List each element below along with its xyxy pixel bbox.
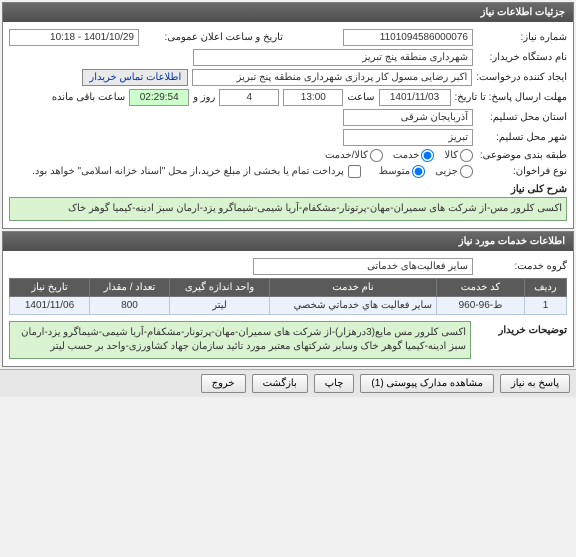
radio-medium[interactable]: متوسط [379, 165, 425, 178]
attachments-button[interactable]: مشاهده مدارک پیوستی (1) [360, 374, 494, 393]
city-label: شهر محل تسلیم: [477, 132, 567, 143]
need-details-panel: جزئیات اطلاعات نیاز شماره نیاز: 11010945… [2, 2, 574, 229]
reply-button[interactable]: پاسخ به نیاز [500, 374, 570, 393]
qty-radio-group: جزیی متوسط [379, 165, 473, 178]
deadline-date: 1401/11/03 [379, 89, 451, 106]
panel-body-info: شماره نیاز: 1101094586000076 تاریخ و ساع… [3, 22, 573, 228]
exit-button[interactable]: خروج [201, 374, 246, 393]
radio-medium-label: متوسط [379, 166, 410, 177]
table-row[interactable]: 1 ط-96-960 ساير فعاليت هاي خدماتي شخصي ل… [10, 297, 567, 315]
qty-type-label: نوع فراخوان: [477, 166, 567, 177]
category-radio-group: کالا خدمت کالا/خدمت [325, 149, 473, 162]
city-value: تبریز [343, 129, 473, 146]
announce-value: 1401/10/29 - 10:18 [9, 29, 139, 46]
buyer-value: شهرداری منطقه پنج تبریز [193, 49, 473, 66]
back-button[interactable]: بازگشت [252, 374, 308, 393]
radio-partial-label: جزیی [435, 166, 458, 177]
col-unit: واحد اندازه گیری [170, 279, 270, 297]
deadline-label: مهلت ارسال پاسخ: تا تاریخ: [455, 92, 567, 103]
cell-row: 1 [525, 297, 567, 315]
creator-label: ایجاد کننده درخواست: [476, 72, 567, 83]
announce-label: تاریخ و ساعت اعلان عمومی: [143, 32, 283, 43]
cell-code: ط-96-960 [437, 297, 525, 315]
radio-goods[interactable]: کالا [444, 149, 473, 162]
days-remaining: 4 [219, 89, 279, 106]
panel-header-services: اطلاعات خدمات مورد نیاز [3, 232, 573, 251]
radio-service[interactable]: خدمت [393, 149, 435, 162]
services-table: ردیف کد خدمت نام خدمت واحد اندازه گیری ت… [9, 278, 567, 315]
col-code: کد خدمت [437, 279, 525, 297]
cell-qty: 800 [90, 297, 170, 315]
category-label: طبقه بندی موضوعی: [477, 150, 567, 161]
panel-header-info: جزئیات اطلاعات نیاز [3, 3, 573, 22]
radio-service-label: خدمت [393, 150, 420, 161]
radio-partial[interactable]: جزیی [435, 165, 473, 178]
panel-body-services: گروه خدمت: سایر فعالیت‌های خدماتی ردیف ک… [3, 251, 573, 366]
cell-name: ساير فعاليت هاي خدماتي شخصي [270, 297, 437, 315]
payment-checkbox[interactable] [348, 165, 361, 178]
print-button[interactable]: چاپ [314, 374, 355, 393]
cell-date: 1401/11/06 [10, 297, 90, 315]
radio-gs-label: کالا/خدمت [325, 150, 368, 161]
province-label: استان محل تسلیم: [477, 112, 567, 123]
day-label: روز و [193, 92, 215, 103]
buyer-note-label: توضیحات خریدار [477, 321, 567, 336]
buyer-contact-button[interactable]: اطلاعات تماس خریدار [82, 69, 188, 86]
request-number-label: شماره نیاز: [477, 32, 567, 43]
buyer-label: نام دستگاه خریدار: [477, 52, 567, 63]
col-date: تاریخ نیاز [10, 279, 90, 297]
general-desc-box: اکسی کلرور مس-از شرکت های سمیران-مهان-پر… [9, 197, 567, 221]
col-row: ردیف [525, 279, 567, 297]
table-header-row: ردیف کد خدمت نام خدمت واحد اندازه گیری ت… [10, 279, 567, 297]
deadline-time: 13:00 [283, 89, 343, 106]
service-group-label: گروه خدمت: [477, 261, 567, 272]
services-panel: اطلاعات خدمات مورد نیاز گروه خدمت: سایر … [2, 231, 574, 367]
general-desc-label: شرح کلی نیاز [9, 184, 567, 195]
radio-goods-label: کالا [444, 150, 458, 161]
payment-checkbox-row: پرداخت تمام یا بخشی از مبلغ خرید،از محل … [32, 165, 361, 178]
province-value: آذربایجان شرقی [343, 109, 473, 126]
creator-value: اکبر رضایی مسول کار پردازی شهرداری منطقه… [192, 69, 472, 86]
cell-unit: ليتر [170, 297, 270, 315]
col-name: نام خدمت [270, 279, 437, 297]
remaining-label: ساعت باقی مانده [52, 92, 125, 103]
request-number-value: 1101094586000076 [343, 29, 473, 46]
time-label-1: ساعت [347, 92, 374, 103]
col-qty: تعداد / مقدار [90, 279, 170, 297]
service-group-value: سایر فعالیت‌های خدماتی [253, 258, 473, 275]
buyer-note-box: اکسی کلرور مس مایع(3درهزار)-از شرکت های … [9, 321, 471, 359]
payment-note: پرداخت تمام یا بخشی از مبلغ خرید،از محل … [32, 166, 344, 177]
bottom-toolbar: پاسخ به نیاز مشاهده مدارک پیوستی (1) چاپ… [0, 369, 576, 397]
remaining-time: 02:29:54 [129, 89, 189, 106]
radio-goods-service[interactable]: کالا/خدمت [325, 149, 383, 162]
